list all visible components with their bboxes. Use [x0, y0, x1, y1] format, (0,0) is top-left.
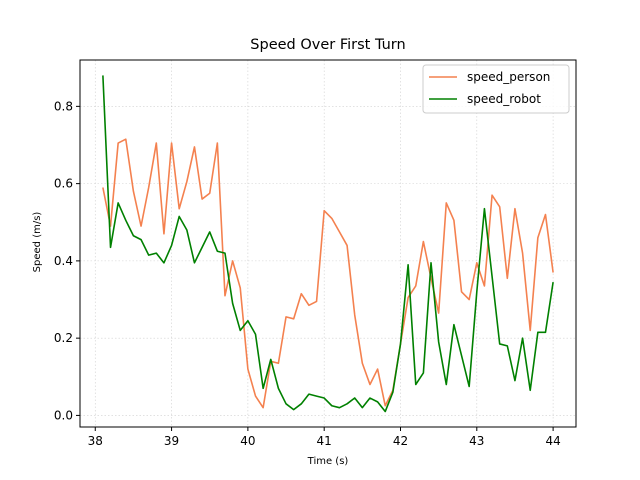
x-axis-ticks: 38 39 40 41 42 43 44: [88, 427, 561, 448]
legend-box: [422, 64, 570, 114]
x-axis-label: Time (s): [307, 456, 349, 467]
y-axis-ticks: 0.0 0.2 0.4 0.6 0.8: [54, 99, 80, 422]
x-tick-label: 43: [469, 434, 484, 448]
y-tick-label: 0.0: [54, 408, 73, 422]
legend-label: speed_person: [467, 70, 550, 84]
y-tick-label: 0.6: [54, 177, 73, 191]
plot-lines: [102, 75, 554, 413]
x-tick-label: 40: [240, 434, 255, 448]
y-tick-label: 0.2: [54, 331, 73, 345]
x-tick-label: 38: [88, 434, 103, 448]
series-line-speed-robot: [102, 75, 554, 413]
y-axis-label: Speed (m/s): [32, 212, 43, 273]
x-tick-label: 42: [393, 434, 408, 448]
chart-title: Speed Over First Turn: [250, 37, 405, 53]
x-tick-label: 44: [545, 434, 560, 448]
x-tick-label: 41: [317, 434, 332, 448]
axes-frame: [79, 59, 577, 428]
x-tick-label: 39: [164, 434, 179, 448]
y-tick-label: 0.4: [54, 254, 73, 268]
legend: speed_person speed_robot: [422, 64, 570, 114]
series-line-speed-person: [102, 138, 554, 409]
y-tick-label: 0.8: [54, 99, 73, 113]
legend-label: speed_robot: [467, 92, 541, 106]
